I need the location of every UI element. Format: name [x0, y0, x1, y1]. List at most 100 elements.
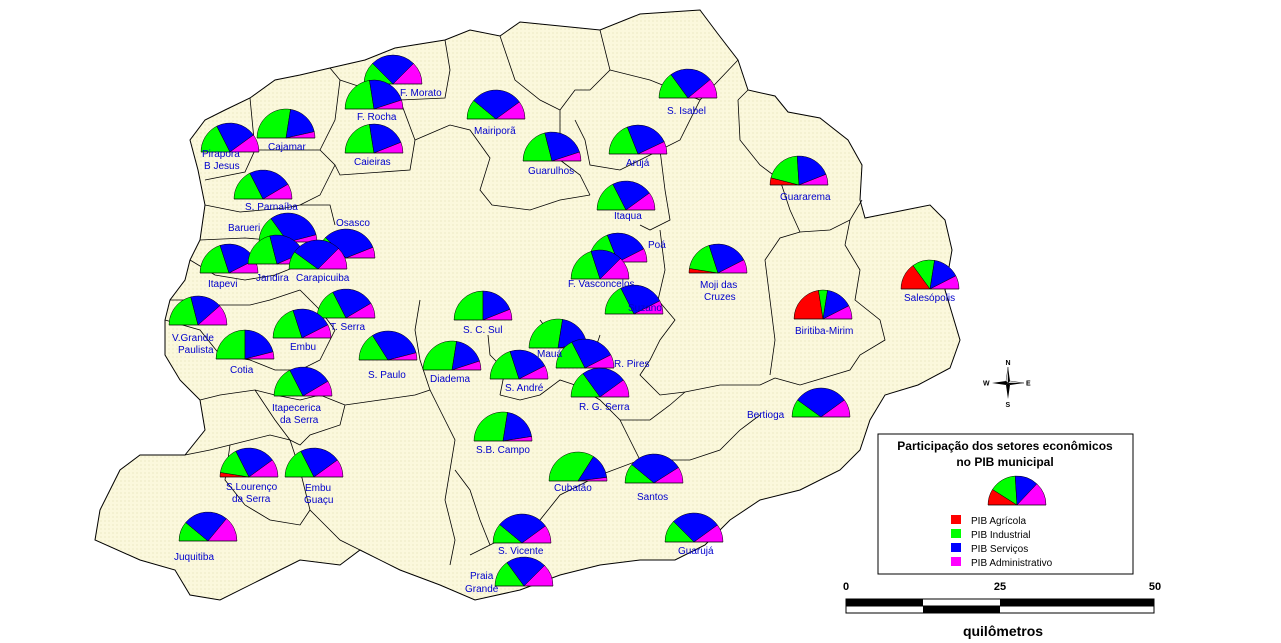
label-itaqua: Itaqua — [614, 211, 642, 222]
scale-unit: quilômetros — [963, 623, 1043, 639]
compass-s: S — [1006, 402, 1011, 409]
pie-guaruj--slice-servicos — [673, 512, 718, 543]
pie-diadema-slice-industrial — [422, 340, 457, 371]
pie-cotia-slice-industrial — [215, 329, 246, 360]
label-itapevi: Itapevi — [208, 279, 237, 290]
pie-s-c-sul-slice-industrial — [453, 290, 484, 321]
pie-f-rocha-slice-industrial — [344, 80, 375, 110]
pie-f-morato-slice-servicos — [372, 54, 414, 85]
label-moji: Moji das — [700, 280, 737, 291]
pie-mairipor--slice-servicos — [473, 89, 520, 120]
label-s-parnaiba: S. Parnaíba — [245, 202, 298, 213]
pie-cotia — [215, 329, 275, 360]
label-bertioga: Bertioga — [747, 410, 785, 421]
pie-r-pires — [555, 338, 615, 369]
pie-guaruj- — [664, 512, 724, 543]
pie-osasco-slice-servicos — [325, 228, 374, 259]
pie-pirapora-b-jesus — [200, 122, 260, 153]
pie-santos — [624, 453, 684, 484]
pie-cubat-o — [548, 451, 608, 482]
pie-santos-slice-servicos — [631, 453, 679, 484]
pie-moji-das-cruzes-slice-servicos — [708, 243, 745, 274]
pie-v-grande-paulista — [168, 295, 228, 326]
label-grande: Grande — [465, 584, 499, 595]
pie-s-c-sul — [453, 290, 513, 321]
label-s-lourenco: S.Lourenço — [226, 482, 278, 493]
scale-tick-25: 25 — [994, 581, 1006, 593]
label-s-vicente: S. Vicente — [498, 546, 544, 557]
pie-mau--slice-industrial — [528, 318, 563, 349]
pie-cajamar — [256, 108, 316, 139]
pie-r-g-serra-slice-servicos — [582, 367, 624, 398]
pie-s-paulo-slice-servicos — [372, 330, 417, 361]
pie-s-louren-o-da-serra-slice-servicos — [235, 447, 273, 478]
legend: Participação dos setores econômicos no P… — [877, 433, 1134, 575]
pie-r-g-serra — [570, 367, 630, 398]
pie-cajamar-slice-industrial — [256, 108, 291, 139]
pie-v-grande-paulista-slice-industrial — [168, 296, 199, 326]
label-biritiba: Biritiba-Mirim — [795, 326, 853, 337]
label-carapicuiba: Carapicuiba — [296, 273, 350, 284]
pie-guararema — [769, 155, 829, 186]
pie-f-rocha — [344, 79, 404, 110]
scale-bar: 0 25 50 quilômetros — [843, 581, 1161, 639]
pie-t-serra-slice-servicos — [332, 288, 372, 319]
pie-barueri-slice-servicos — [270, 212, 317, 243]
pie-f-morato — [363, 54, 423, 85]
label-b-jesus: B Jesus — [204, 161, 240, 172]
pie-praia-grande-slice-servicos — [506, 556, 545, 587]
legend-label-agricola: PIB Agrícola — [971, 516, 1026, 527]
label-paulista: Paulista — [178, 345, 214, 356]
pie-embu-gua-u-slice-servicos — [300, 447, 338, 478]
label-aruja: Arujá — [626, 158, 650, 169]
pie-moji-das-cruzes — [688, 243, 748, 274]
pie-f-rocha-slice-servicos — [369, 79, 402, 110]
pie-layer — [168, 54, 960, 587]
scale-tick-50: 50 — [1149, 581, 1161, 593]
pie-s-parna-ba — [233, 169, 293, 200]
pie-bertioga — [791, 387, 851, 418]
pie-aruj- — [608, 124, 668, 155]
pie-s-andr- — [489, 349, 549, 380]
label-caieiras: Caieiras — [354, 157, 391, 168]
label-juquitiba: Juquitiba — [174, 552, 214, 563]
label-f-vasconcelos: F. Vasconcelos — [568, 279, 635, 290]
pie-itapecerica-da-serra-slice-servicos — [289, 366, 329, 397]
pie-s-parna-ba-slice-servicos — [249, 169, 289, 200]
pie-carapicuiba — [288, 239, 348, 270]
pie-sales-polis — [900, 259, 960, 290]
pie-s-andr--slice-servicos — [509, 349, 546, 380]
label-sb-campo: S.B. Campo — [476, 445, 530, 456]
legend-swatch-servicos — [951, 543, 961, 552]
label-cruzes: Cruzes — [704, 292, 736, 303]
pie-guararema-slice-servicos — [796, 155, 827, 186]
legend-swatch-agricola — [951, 515, 961, 524]
pie-s-vicente — [492, 513, 552, 544]
legend-label-industrial: PIB Industrial — [971, 530, 1030, 541]
label-da-serra: da Serra — [280, 415, 319, 426]
pie-itaqua — [596, 180, 656, 211]
pie-t-serra — [316, 288, 376, 319]
label-mairipora: Mairiporã — [474, 126, 516, 137]
label-salesopolis: Salesópolis — [904, 293, 955, 304]
pie-guararema-slice-industrial — [770, 155, 800, 186]
pie-suzano — [604, 284, 664, 315]
pie-praia-grande — [494, 556, 554, 587]
compass-e: E — [1026, 381, 1031, 388]
label-barueri: Barueri — [228, 223, 260, 234]
pie-caieiras-slice-industrial — [344, 124, 375, 154]
label-guararema: Guararema — [780, 192, 831, 203]
pie-s-paulo — [358, 330, 418, 361]
label-guaruja: Guarujá — [678, 546, 714, 557]
pie-itapecerica-da-serra — [273, 366, 333, 397]
pie-s-andr--slice-industrial — [489, 351, 520, 380]
pie-s-isabel — [658, 68, 718, 99]
pie-guarulhos-slice-servicos — [544, 131, 580, 162]
label-embu-guacu-1: Embu — [305, 483, 331, 494]
label-santos: Santos — [637, 492, 668, 503]
pie-biritiba-mirim — [793, 289, 853, 320]
label-s-andre: S. André — [505, 383, 544, 394]
pie-suzano-slice-servicos — [620, 284, 661, 315]
label-r-pires: R. Pires — [614, 359, 650, 370]
